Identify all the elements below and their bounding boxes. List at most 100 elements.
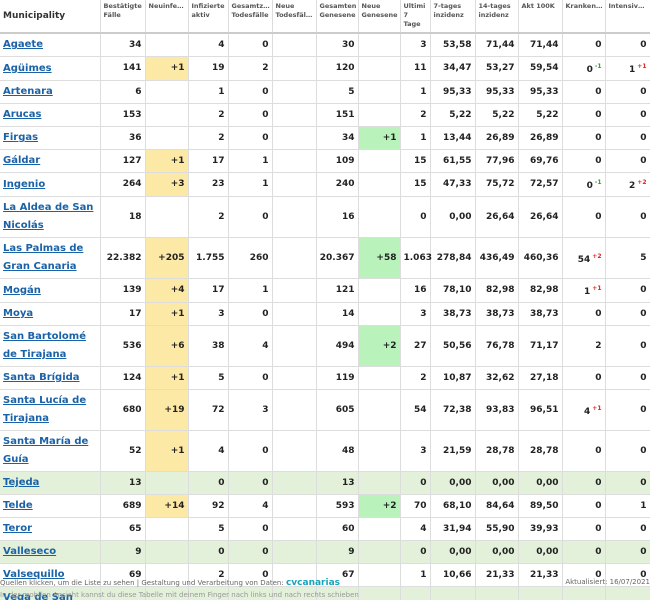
municipality-link[interactable]: Arucas — [0, 103, 101, 127]
municipality-link[interactable]: Mogán — [0, 278, 101, 303]
cell: 680 — [100, 389, 146, 431]
cell-delta: +1 — [592, 404, 602, 412]
cell — [358, 103, 401, 127]
municipality-link[interactable]: Valleseco — [0, 540, 101, 564]
cell: 3 — [400, 33, 431, 57]
cell: 47,33 — [430, 172, 476, 197]
cell: 0 — [228, 540, 273, 564]
municipality-link[interactable]: Agaete — [0, 33, 101, 57]
column-header[interactable]: Municipality — [0, 0, 101, 34]
municipality-link[interactable]: Moya — [0, 302, 101, 326]
cell — [272, 149, 317, 173]
cell: 34,47 — [430, 56, 476, 81]
cell: 13,44 — [430, 126, 476, 150]
cell: 0 — [605, 80, 650, 104]
column-header[interactable]: Ultimi 7 Tage — [400, 0, 431, 34]
column-header[interactable]: 7-tages inzidenz — [430, 0, 476, 34]
column-header[interactable]: Gesamten Genesene — [316, 0, 359, 34]
municipality-link[interactable]: Santa Lucía de Tirajana — [0, 389, 101, 431]
cell-value: 0 — [586, 65, 593, 75]
municipality-link[interactable]: Santa María de Guía — [0, 430, 101, 472]
cell: 127 — [100, 149, 146, 173]
cell: 15 — [400, 172, 431, 197]
cell: 72,57 — [518, 172, 563, 197]
cell: 436,49 — [475, 237, 519, 279]
cell: 71,44 — [475, 33, 519, 57]
municipality-link[interactable]: Valsequillo — [0, 563, 101, 587]
municipality-link[interactable]: La Aldea de San Nicolás — [0, 196, 101, 238]
cell: 4 — [228, 325, 273, 367]
cell: 0,00 — [518, 586, 563, 600]
cell — [272, 278, 317, 303]
cell: 0 — [400, 586, 431, 600]
cell: 59,54 — [518, 56, 563, 81]
column-header[interactable]: Akt 100K — [518, 0, 563, 34]
municipality-link[interactable]: Vega de San Mateo — [0, 586, 101, 600]
cell: 0,00 — [518, 540, 563, 564]
column-header[interactable]: 14-tages inzidenz — [475, 0, 519, 34]
cell: 0 — [605, 586, 650, 600]
cell-value: 1 — [629, 65, 636, 75]
cell: 0 — [562, 586, 606, 600]
column-header[interactable]: Neue Todesfäl… — [272, 0, 317, 34]
municipality-link[interactable]: Gáldar — [0, 149, 101, 173]
cell: 0 — [400, 471, 431, 495]
column-header[interactable]: Bestätigte Fälle — [100, 0, 146, 34]
cell — [272, 494, 317, 518]
municipality-link[interactable]: Teror — [0, 517, 101, 541]
cell: 22.382 — [100, 237, 146, 279]
column-header[interactable]: Intensiv… — [605, 0, 650, 34]
cell: 3 — [188, 302, 229, 326]
cell — [358, 149, 401, 173]
cell: 119 — [316, 366, 359, 390]
municipality-link[interactable]: Las Palmas de Gran Canaria — [0, 237, 101, 279]
column-header[interactable]: Infizierte aktiv — [188, 0, 229, 34]
table-row: Agüimes 141 +1 19 2 120 11 34,47 53,27 59,54 0 -1 1 +… — [0, 56, 650, 81]
cell: 0 — [228, 302, 273, 326]
cell: 460,36 — [518, 237, 563, 279]
municipality-link[interactable]: Santa Brígida — [0, 366, 101, 390]
cell: 60 — [316, 517, 359, 541]
municipality-link[interactable]: Agüimes — [0, 56, 101, 81]
cell: 0 — [228, 196, 273, 238]
cell — [145, 563, 189, 587]
cell — [272, 172, 317, 197]
cell: 0 — [562, 149, 606, 173]
cell-delta: -1 — [594, 179, 602, 186]
cell: 0 — [228, 517, 273, 541]
municipality-link[interactable]: Tejeda — [0, 471, 101, 495]
cell: 1 +1 — [605, 56, 650, 81]
source-link[interactable]: Quellen klicken, um die Liste zu sehen |… — [0, 579, 284, 587]
cell — [358, 172, 401, 197]
cell: 2 — [400, 366, 431, 390]
municipality-link[interactable]: San Bartolomé de Tirajana — [0, 325, 101, 367]
cell-delta: +1 — [592, 285, 602, 292]
municipality-link[interactable]: Artenara — [0, 80, 101, 104]
municipality-link[interactable]: Ingenio — [0, 172, 101, 197]
cell: 0 — [562, 33, 606, 57]
municipality-link[interactable]: Firgas — [0, 126, 101, 150]
column-header[interactable]: Kranken… — [562, 0, 606, 34]
table-row: Santa Brígida 124 +1 5 0 119 2 10,87 32,62 27,18 0… — [0, 366, 650, 390]
cell: 67 — [316, 563, 359, 587]
cell: 38,73 — [475, 302, 519, 326]
column-header[interactable]: Neuinfe… — [145, 0, 189, 34]
cell: 69,76 — [518, 149, 563, 173]
municipality-link[interactable]: Telde — [0, 494, 101, 518]
cell: 0 — [228, 33, 273, 57]
column-header[interactable]: Neue Genesene — [358, 0, 401, 34]
cell: 13 — [100, 471, 146, 495]
cell: +3 — [145, 172, 189, 197]
cell: 536 — [100, 325, 146, 367]
cell: 240 — [316, 172, 359, 197]
cell: 11 — [400, 56, 431, 81]
cell: 9 — [100, 540, 146, 564]
cell: +2 — [358, 494, 401, 518]
brand: cvcanarias — [285, 578, 341, 588]
footer: Quellen klicken, um die Liste zu sehen |… — [0, 578, 650, 588]
cell — [358, 366, 401, 390]
column-header[interactable]: Gesamtz… Todesfälle — [228, 0, 273, 34]
cell: 0 — [605, 302, 650, 326]
cell-value: 2 — [629, 181, 636, 191]
